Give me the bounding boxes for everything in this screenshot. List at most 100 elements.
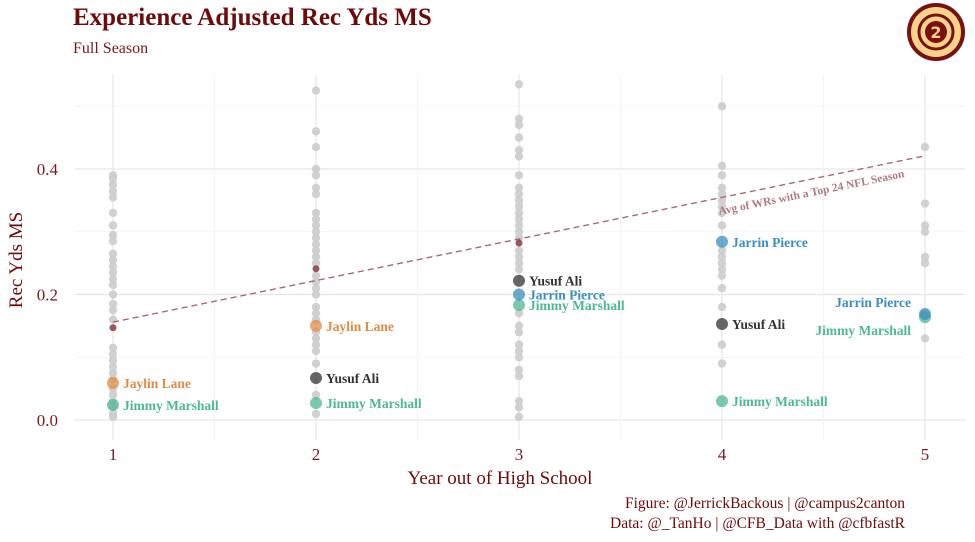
player-label: Yusuf Ali bbox=[529, 274, 582, 289]
background-point bbox=[514, 265, 524, 274]
background-point bbox=[311, 346, 321, 356]
background-point bbox=[717, 271, 727, 280]
background-point bbox=[311, 183, 321, 193]
background-point bbox=[108, 412, 118, 422]
background-point bbox=[920, 227, 930, 236]
background-point bbox=[108, 208, 118, 218]
x-tick-label: 1 bbox=[109, 445, 118, 464]
player-label: Jimmy Marshall bbox=[326, 396, 422, 411]
player-label: Jarrin Pierce bbox=[529, 288, 605, 303]
background-point bbox=[514, 346, 524, 356]
background-point bbox=[717, 171, 727, 180]
background-point bbox=[514, 327, 524, 337]
background-point bbox=[514, 365, 524, 374]
background-point bbox=[108, 280, 118, 290]
background-point bbox=[311, 227, 321, 236]
background-point bbox=[717, 359, 727, 368]
background-point bbox=[108, 390, 118, 400]
background-point bbox=[311, 142, 321, 152]
y-axis-label: Rec Yds MS bbox=[6, 212, 27, 308]
player-point bbox=[107, 376, 119, 389]
background-point bbox=[108, 315, 118, 324]
x-tick-label: 5 bbox=[921, 445, 930, 464]
background-point bbox=[108, 236, 118, 246]
background-point bbox=[514, 258, 524, 268]
player-label: Jimmy Marshall bbox=[123, 398, 219, 413]
background-point bbox=[514, 183, 524, 193]
background-point bbox=[514, 171, 524, 180]
player-point bbox=[513, 299, 525, 312]
background-point bbox=[717, 189, 727, 199]
background-point bbox=[717, 183, 727, 193]
background-point bbox=[108, 180, 118, 189]
background-point bbox=[717, 284, 727, 293]
background-point bbox=[108, 255, 118, 265]
background-point bbox=[717, 208, 727, 218]
average-point bbox=[312, 265, 320, 273]
background-point bbox=[108, 186, 118, 196]
background-point bbox=[108, 356, 118, 365]
player-label: Yusuf Ali bbox=[326, 371, 379, 386]
background-point bbox=[311, 284, 321, 293]
player-point bbox=[513, 288, 525, 301]
background-point bbox=[311, 86, 321, 95]
background-point bbox=[311, 240, 321, 249]
background-point bbox=[311, 271, 321, 280]
trend-line bbox=[112, 155, 926, 323]
background-point bbox=[717, 252, 727, 262]
background-point bbox=[717, 221, 727, 230]
background-point bbox=[108, 299, 118, 309]
background-point bbox=[311, 390, 321, 400]
background-point bbox=[108, 305, 118, 315]
background-point bbox=[311, 215, 321, 224]
background-point bbox=[311, 127, 321, 136]
background-point bbox=[514, 321, 524, 331]
background-point bbox=[717, 302, 727, 312]
background-point bbox=[108, 262, 118, 271]
background-point bbox=[311, 409, 321, 418]
background-point bbox=[717, 102, 727, 111]
background-point bbox=[311, 277, 321, 287]
background-point bbox=[108, 268, 118, 277]
chart-subtitle: Full Season bbox=[73, 40, 149, 57]
background-point bbox=[311, 164, 321, 174]
average-point bbox=[109, 324, 117, 332]
background-point bbox=[920, 252, 930, 262]
player-label: Yusuf Ali bbox=[732, 317, 785, 332]
player-point bbox=[107, 398, 119, 411]
background-point bbox=[514, 309, 524, 318]
y-tick-label: 0.4 bbox=[37, 160, 59, 179]
background-point bbox=[108, 362, 118, 371]
background-point bbox=[514, 145, 524, 155]
background-point bbox=[311, 309, 321, 318]
player-label: Jaylin Lane bbox=[326, 319, 394, 334]
background-point bbox=[514, 208, 524, 218]
background-point bbox=[920, 142, 930, 152]
player-point bbox=[919, 307, 931, 320]
background-point bbox=[311, 290, 321, 299]
background-point bbox=[514, 202, 524, 211]
player-label: Jaylin Lane bbox=[123, 376, 191, 391]
background-point bbox=[311, 258, 321, 268]
background-point bbox=[717, 202, 727, 211]
player-label: Jarrin Pierce bbox=[835, 295, 911, 310]
player-label: Jimmy Marshall bbox=[529, 298, 625, 313]
background-point bbox=[514, 221, 524, 230]
background-point bbox=[717, 258, 727, 268]
background-point bbox=[108, 221, 118, 230]
background-point bbox=[514, 371, 524, 381]
player-point bbox=[513, 274, 525, 287]
background-point bbox=[108, 343, 118, 353]
player-point bbox=[716, 235, 728, 248]
player-point bbox=[716, 317, 728, 330]
background-point bbox=[920, 221, 930, 230]
background-point bbox=[311, 221, 321, 230]
background-point bbox=[514, 353, 524, 362]
background-point bbox=[920, 199, 930, 208]
background-point bbox=[311, 340, 321, 349]
background-point bbox=[311, 208, 321, 218]
background-point bbox=[108, 230, 118, 240]
background-point bbox=[311, 171, 321, 180]
